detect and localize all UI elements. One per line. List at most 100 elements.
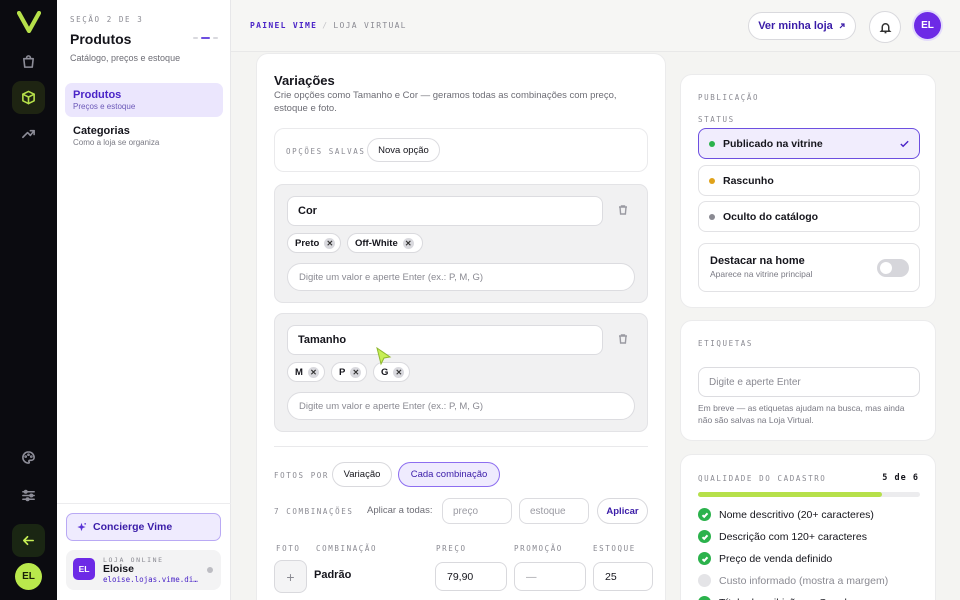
status-option-published[interactable]: Publicado na vitrine xyxy=(698,128,920,159)
sliders-icon xyxy=(22,489,35,502)
stock-input[interactable]: 25 xyxy=(593,562,653,591)
nav-item-products[interactable]: Produtos Preços e estoque xyxy=(65,83,223,117)
photos-by-combination-option[interactable]: Cada combinação xyxy=(398,462,500,487)
publication-kicker: PUBLICAÇÃO xyxy=(698,93,760,102)
rail-analytics-button[interactable] xyxy=(12,117,45,150)
section-title: Produtos xyxy=(70,31,132,47)
breadcrumb-root[interactable]: PAINEL VIME xyxy=(250,21,318,30)
featured-desc: Aparece na vitrine principal xyxy=(710,269,813,279)
remove-value-icon[interactable]: ✕ xyxy=(402,237,414,249)
nav-item-desc: Como a loja se organiza xyxy=(73,138,160,147)
store-switcher[interactable]: EL LOJA ONLINE Eloise eloise.lojas.vime.… xyxy=(66,550,221,590)
user-avatar[interactable]: EL xyxy=(914,12,941,39)
delete-group-button[interactable] xyxy=(617,333,629,345)
status-option-draft[interactable]: Rascunho xyxy=(698,165,920,196)
value-chip-label: P xyxy=(339,366,346,378)
group-name-input[interactable]: Tamanho xyxy=(287,325,603,355)
notifications-button[interactable] xyxy=(869,11,901,43)
quality-item-label: Descrição com 120+ caracteres xyxy=(719,530,867,543)
store-status-dot xyxy=(207,567,213,573)
value-chip: M ✕ xyxy=(287,362,325,382)
status-option-label: Rascunho xyxy=(723,174,774,187)
check-circle-icon xyxy=(698,596,711,600)
group-name-input[interactable]: Cor xyxy=(287,196,603,226)
remove-value-icon[interactable]: ✕ xyxy=(307,366,319,378)
section-step: SEÇÃO 2 DE 3 xyxy=(70,15,144,24)
palette-icon xyxy=(22,451,35,464)
apply-all-label: Aplicar a todas: xyxy=(367,505,433,516)
vime-logo[interactable] xyxy=(17,11,41,33)
saved-options: OPÇÕES SALVAS Nova opção xyxy=(274,128,648,172)
featured-toggle[interactable] xyxy=(877,259,909,277)
store-kicker: LOJA ONLINE xyxy=(103,556,164,564)
concierge-button[interactable]: Concierge Vime xyxy=(66,513,221,541)
value-chip: Off-White ✕ xyxy=(347,233,423,253)
remove-value-icon[interactable]: ✕ xyxy=(324,237,336,249)
nav-item-title: Categorias xyxy=(73,125,130,137)
promo-input[interactable]: — xyxy=(514,562,586,591)
status-option-hidden[interactable]: Oculto do catálogo xyxy=(698,201,920,232)
value-chip-label: M xyxy=(295,366,303,378)
publication-card: PUBLICAÇÃO STATUS Publicado na vitrine R… xyxy=(680,74,936,308)
tags-note: Em breve — as etiquetas ajudam na busca,… xyxy=(698,403,905,425)
empty-circle-icon xyxy=(698,574,711,587)
col-price: PREÇO xyxy=(436,544,467,553)
nav-item-categories[interactable]: Categorias Como a loja se organiza xyxy=(65,119,223,153)
mouse-cursor-icon xyxy=(376,347,392,366)
status-dot xyxy=(709,213,715,220)
rail-settings-button[interactable] xyxy=(12,479,45,512)
variation-group-size: Tamanho M ✕ P ✕ G ✕ Digite um valor e apert… xyxy=(274,313,648,432)
rail-back-button[interactable] xyxy=(12,524,45,557)
col-stock: ESTOQUE xyxy=(593,544,636,553)
remove-value-icon[interactable]: ✕ xyxy=(393,366,405,378)
section-subtitle: Catálogo, preços e estoque xyxy=(70,53,181,63)
photos-by-label: FOTOS POR xyxy=(274,471,330,480)
bulk-price-input[interactable]: preço xyxy=(442,498,512,524)
rail-orders-button[interactable] xyxy=(12,45,45,78)
view-store-label: Ver minha loja xyxy=(758,20,833,32)
toggle-knob xyxy=(880,262,892,274)
saved-options-label: OPÇÕES SALVAS xyxy=(286,147,366,156)
trash-icon xyxy=(619,334,627,344)
shopping-bag-icon xyxy=(23,55,34,68)
tags-input[interactable]: Digite e aperte Enter xyxy=(698,367,920,397)
remove-value-icon[interactable]: ✕ xyxy=(350,366,362,378)
combination-name: Padrão xyxy=(314,569,352,581)
rail-avatar[interactable]: EL xyxy=(15,563,42,590)
store-url: eloise.lojas.vime.di… xyxy=(103,575,198,584)
delete-group-button[interactable] xyxy=(617,204,629,216)
price-input[interactable]: 79,90 xyxy=(435,562,507,591)
check-icon xyxy=(900,140,909,148)
value-input[interactable]: Digite um valor e aperte Enter (ex.: P, … xyxy=(287,392,635,420)
add-photo-button[interactable]: + xyxy=(274,560,307,593)
quality-item: Título de exibição no Google xyxy=(698,596,853,600)
store-avatar: EL xyxy=(73,558,95,580)
apply-all-button[interactable]: Aplicar xyxy=(597,498,648,524)
new-option-button[interactable]: Nova opção xyxy=(367,138,440,162)
check-circle-icon xyxy=(698,552,711,565)
variations-desc: Crie opções como Tamanho e Cor — geramos… xyxy=(274,90,617,114)
check-circle-icon xyxy=(698,530,711,543)
sparkle-icon xyxy=(77,522,86,531)
rail-products-button[interactable] xyxy=(12,81,45,114)
section-sidebar: SEÇÃO 2 DE 3 Produtos Catálogo, preços e… xyxy=(57,0,231,600)
quality-item: Descrição com 120+ caracteres xyxy=(698,530,867,543)
status-option-label: Publicado na vitrine xyxy=(723,137,823,150)
featured-title: Destacar na home xyxy=(710,255,805,267)
status-dot xyxy=(709,140,715,147)
quality-score: 5 de 6 xyxy=(882,473,919,483)
col-combination: COMBINAÇÃO xyxy=(316,544,378,553)
variation-group-color: Cor Preto ✕ Off-White ✕ Digite um valor e … xyxy=(274,184,648,303)
variations-card: Variações Crie opções como Tamanho e Cor… xyxy=(256,53,666,600)
view-store-button[interactable]: Ver minha loja xyxy=(748,12,856,40)
value-input[interactable]: Digite um valor e aperte Enter (ex.: P, … xyxy=(287,263,635,291)
quality-item-label: Custo informado (mostra a margem) xyxy=(719,574,889,587)
value-chip-label: Off-White xyxy=(355,237,398,249)
rail-theme-button[interactable] xyxy=(12,441,45,474)
photos-by-variation-option[interactable]: Variação xyxy=(332,462,392,487)
quality-item-label: Preço de venda definido xyxy=(719,552,833,565)
quality-progress-fill xyxy=(698,492,883,497)
bulk-stock-input[interactable]: estoque xyxy=(519,498,589,524)
quality-card: QUALIDADE DO CADASTRO 5 de 6 Nome descri… xyxy=(680,454,936,600)
tags-kicker: ETIQUETAS xyxy=(698,339,754,348)
